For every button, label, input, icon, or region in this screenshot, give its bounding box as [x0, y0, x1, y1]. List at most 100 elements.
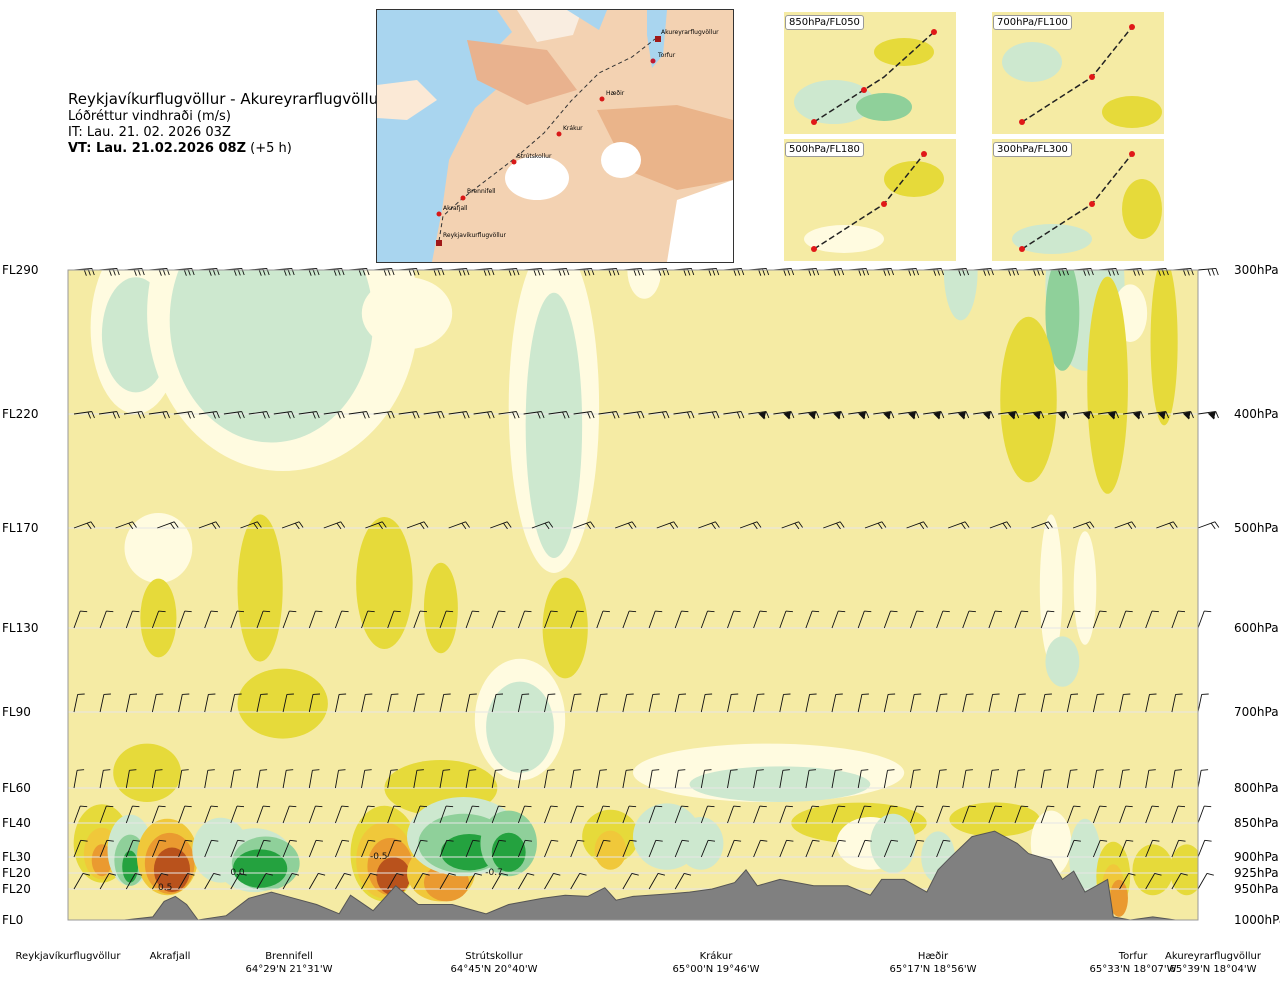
- pressure-level-label: 500hPa: [1234, 521, 1279, 535]
- wind-barb: [1171, 872, 1188, 890]
- wind-barb: [465, 693, 477, 713]
- wind-barb: [883, 805, 898, 824]
- wind-barb: [473, 267, 495, 276]
- field-patch: [113, 743, 181, 802]
- wind-barb: [398, 267, 420, 276]
- wind-barb: [1023, 267, 1044, 276]
- wind-barb: [648, 693, 660, 713]
- wind-barb: [308, 610, 323, 629]
- wind-barb: [596, 839, 611, 858]
- wind-barb: [779, 693, 791, 713]
- wind-barb: [936, 839, 951, 858]
- wind-barb: [1066, 693, 1079, 713]
- wind-barb: [1172, 267, 1194, 276]
- wind-barb: [1156, 521, 1178, 530]
- wind-barb: [910, 839, 925, 858]
- wind-barb: [598, 267, 620, 276]
- wind-barb: [230, 805, 245, 824]
- waypoint-torfur: Torfur: [650, 52, 676, 64]
- location-label: Hæðir 65°17'N 18°56'W: [890, 950, 977, 976]
- wind-barb: [1171, 805, 1186, 824]
- wind-barb: [148, 267, 170, 276]
- wind-barb: [1197, 610, 1212, 629]
- wind-barb: [857, 839, 872, 858]
- wind-barb: [622, 769, 634, 789]
- wind-barb: [230, 872, 247, 890]
- wind-barb: [323, 411, 345, 419]
- wind-barb: [544, 839, 559, 858]
- sea-north: [567, 10, 607, 30]
- svg-text:Akrafjall: Akrafjall: [443, 205, 468, 212]
- wind-barb: [323, 521, 346, 530]
- wind-barb: [989, 521, 1012, 530]
- location-label: Akrafjall: [150, 950, 191, 963]
- wind-barb: [73, 805, 88, 824]
- wind-barb: [365, 521, 387, 530]
- wind-barb: [73, 610, 88, 629]
- wind-barb: [596, 769, 607, 789]
- wind-barb: [178, 805, 192, 824]
- wind-barb: [517, 805, 532, 824]
- wind-barb: [282, 769, 294, 789]
- wind-flag: [883, 411, 892, 420]
- location-coord: 65°33'N 18°07'W: [1089, 964, 1177, 975]
- wind-barb: [962, 693, 974, 713]
- wind-barb: [73, 521, 96, 530]
- mini-map-700-label: 700hPa/FL100: [993, 15, 1072, 30]
- wind-barb: [596, 805, 610, 824]
- wind-barb: [439, 693, 451, 713]
- wind-barb: [99, 805, 114, 824]
- wind-barb: [727, 610, 741, 629]
- flight-level-label: FL20: [2, 882, 31, 896]
- wind-barb: [962, 805, 976, 824]
- svg-text:Hæðir: Hæðir: [606, 90, 625, 97]
- wind-barb: [1040, 610, 1055, 629]
- location-label: Strútskollur 64°45'N 20°40'W: [451, 950, 538, 976]
- wind-barb: [615, 521, 637, 530]
- wind-barb: [1145, 610, 1159, 629]
- field-patch: [525, 292, 583, 558]
- plot-frame: [67, 269, 1199, 921]
- wind-barb: [674, 805, 689, 824]
- wind-barb: [465, 805, 480, 824]
- wind-barb: [491, 769, 503, 789]
- wind-barb: [1098, 267, 1119, 276]
- wind-barb: [178, 610, 192, 629]
- wind-barb: [348, 267, 370, 276]
- location-coord: 65°17'N 18°56'W: [889, 964, 977, 975]
- wind-barb: [423, 411, 445, 419]
- wind-barb: [204, 805, 218, 824]
- wind-flag: [908, 411, 917, 420]
- wind-barb: [1066, 769, 1078, 789]
- field-patch: [376, 857, 411, 896]
- wind-barb: [334, 693, 347, 713]
- location-label: Krákur 65°00'N 19°46'W: [673, 950, 760, 976]
- wind-barb: [281, 521, 304, 530]
- wind-barb: [753, 769, 764, 789]
- wind-barb: [988, 769, 1000, 789]
- location-label: Akureyrarflugvöllur 65°39'N 18°04'W: [1165, 950, 1261, 976]
- valid-offset: (+5 h): [250, 141, 292, 156]
- wind-barb: [998, 267, 1019, 276]
- pressure-level-label: 600hPa: [1234, 621, 1279, 635]
- flight-level-label: FL90: [2, 705, 31, 719]
- wind-barb: [648, 267, 670, 276]
- wind-barb: [334, 805, 349, 824]
- wind-barb: [465, 610, 480, 629]
- wind-barb: [1014, 805, 1029, 824]
- wind-barb: [1197, 839, 1212, 858]
- wind-barb: [1119, 769, 1130, 789]
- wind-barb: [805, 610, 820, 629]
- wind-barb: [282, 839, 297, 858]
- wind-barb: [308, 769, 320, 789]
- field-patch: [1150, 270, 1178, 426]
- wind-barb: [910, 805, 924, 824]
- field-patch: [491, 832, 526, 872]
- wind-barb: [573, 267, 595, 276]
- wind-flag: [1107, 411, 1116, 420]
- wind-barb: [99, 610, 114, 629]
- wind-barb: [523, 267, 545, 276]
- location-name: Strútskollur: [465, 951, 523, 962]
- wind-barb: [361, 872, 378, 890]
- wind-barb: [648, 805, 663, 824]
